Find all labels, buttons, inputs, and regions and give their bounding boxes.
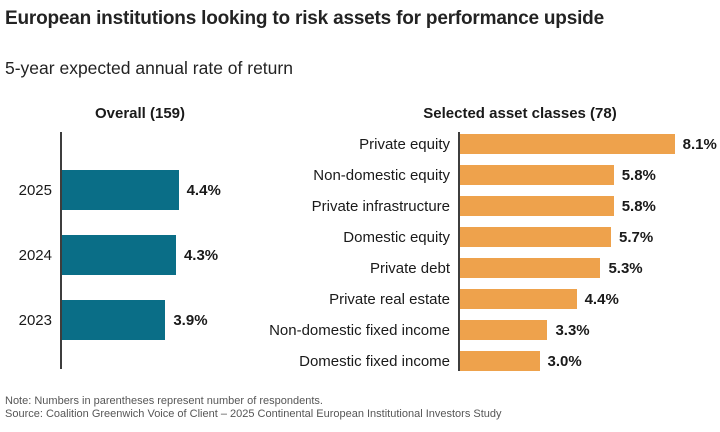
bar xyxy=(460,320,548,340)
bar-row: Domestic equity 5.7% xyxy=(343,227,717,247)
value-label: 5.8% xyxy=(621,166,656,184)
value-label: 3.3% xyxy=(555,321,590,339)
category-label: Non-domestic equity xyxy=(313,166,450,184)
bar-row: 2025 4.4% xyxy=(19,170,221,210)
value-label: 5.8% xyxy=(621,197,656,215)
bar xyxy=(460,196,614,216)
category-label: 2024 xyxy=(18,246,52,264)
value-label: 5.3% xyxy=(608,259,643,277)
bar xyxy=(62,170,179,210)
bar xyxy=(460,134,675,154)
category-label: Domestic equity xyxy=(343,228,450,246)
bar xyxy=(62,235,176,275)
chart-header-overall: Overall (159) xyxy=(94,105,186,122)
bar-row: Non-domestic equity 5.8% xyxy=(313,165,717,185)
value-label: 4.4% xyxy=(186,181,221,199)
bar-row: Private infrastructure 5.8% xyxy=(312,196,717,216)
page-title: European institutions looking to risk as… xyxy=(5,8,604,29)
category-label: Non-domestic fixed income xyxy=(269,321,450,339)
bar xyxy=(62,300,166,340)
page-subtitle: 5-year expected annual rate of return xyxy=(5,58,293,78)
category-label: 2025 xyxy=(18,181,52,199)
value-label: 8.1% xyxy=(682,135,717,153)
bar xyxy=(460,351,540,371)
bar-row: 2024 4.3% xyxy=(19,235,221,275)
asset-classes-bar-chart: Private equity 8.1% Non-domestic equity 5.8… xyxy=(269,132,717,371)
note-text: Note: Numbers in parentheses represent n… xyxy=(5,395,323,407)
overall-bar-chart: 2025 4.4% 2024 4.3% 2023 3.9% xyxy=(19,132,221,369)
value-label: 4.3% xyxy=(183,246,219,264)
category-label: Private real estate xyxy=(329,290,450,308)
bar xyxy=(460,289,577,309)
value-label: 3.0% xyxy=(547,352,582,370)
category-label: Private equity xyxy=(359,135,450,153)
bar xyxy=(460,258,601,278)
footnote: Note: Numbers in parentheses represent n… xyxy=(5,395,502,421)
category-label: Private debt xyxy=(369,259,450,277)
chart-header-asset-classes: Selected asset classes (78) xyxy=(423,105,617,122)
source-text: Source: Coalition Greenwich Voice of Cli… xyxy=(5,408,502,420)
bar-row: Private equity 8.1% xyxy=(359,134,717,154)
category-label: Domestic fixed income xyxy=(299,352,450,370)
value-label: 4.4% xyxy=(584,290,619,308)
category-label: Private infrastructure xyxy=(311,197,450,215)
bar-row: 2023 3.9% xyxy=(19,300,221,340)
category-label: 2023 xyxy=(18,311,52,329)
bar-row: Non-domestic fixed income 3.3% xyxy=(269,320,717,340)
bar-row: Domestic fixed income 3.0% xyxy=(299,351,717,371)
value-label: 3.9% xyxy=(173,311,208,329)
bar-row: Private real estate 4.4% xyxy=(329,289,717,309)
value-label: 5.7% xyxy=(619,228,654,246)
bar xyxy=(460,227,612,247)
bar xyxy=(460,165,614,185)
bar-row: Private debt 5.3% xyxy=(370,258,717,278)
